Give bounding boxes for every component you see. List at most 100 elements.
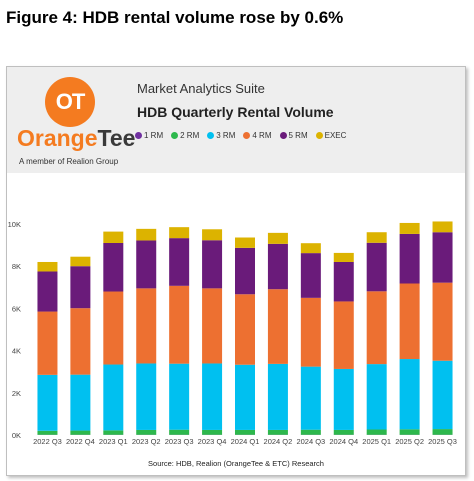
bar-segment-4-rm (267, 289, 288, 364)
legend-label: 4 RM (252, 131, 272, 140)
bar-segment-4-rm (300, 297, 321, 367)
bar-segment-2-rm (432, 429, 453, 435)
bar-segment-exec (267, 232, 288, 244)
bar-segment-5-rm (333, 261, 354, 302)
x-tick-label: 2023 Q3 (165, 437, 194, 446)
bar-segment-2-rm (37, 430, 58, 435)
bar-segment-2-rm (103, 430, 124, 435)
bar-segment-exec (235, 237, 255, 248)
legend-swatch-icon (279, 132, 287, 139)
logo-mark: OT (55, 89, 86, 114)
bar-segment-4-rm (136, 288, 157, 364)
bar-segment-3-rm (202, 363, 223, 430)
legend-item-4-rm[interactable]: 4 RM (243, 131, 272, 140)
bar-segment-3-rm (235, 364, 255, 430)
bar-segment-5-rm (366, 242, 387, 292)
legend-label: 5 RM (288, 131, 308, 140)
chart-source: Source: HDB, Realion (OrangeTee & ETC) R… (148, 459, 324, 468)
legend-label: 2 RM (180, 131, 200, 140)
report-panel: OT OrangeTee A member of Realion Group M… (6, 66, 466, 476)
bar-segment-3-rm (37, 374, 58, 431)
bar-segment-exec (37, 261, 58, 272)
legend-item-3-rm[interactable]: 3 RM (207, 131, 235, 140)
bar-segment-3-rm (103, 364, 124, 431)
bar-segment-exec (432, 221, 453, 233)
bar-segment-5-rm (235, 247, 255, 295)
bar-segment-4-rm (169, 285, 190, 364)
legend-swatch-icon (207, 132, 215, 139)
bar-segment-4-rm (202, 288, 223, 364)
bar-segment-4-rm (432, 282, 453, 361)
bar-segment-3-rm (366, 364, 387, 430)
x-tick-label: 2024 Q4 (329, 437, 358, 446)
x-tick-label: 2022 Q4 (66, 437, 95, 446)
orangetee-logo-icon: OT (45, 77, 95, 127)
bar-segment-5-rm (267, 243, 288, 290)
bar-segment-exec (202, 229, 223, 241)
x-tick-label: 2024 Q3 (296, 437, 325, 446)
bar-segment-2-rm (169, 429, 190, 435)
bar-segment-3-rm (333, 368, 354, 430)
bar-segment-5-rm (432, 232, 453, 283)
legend-swatch-icon (135, 132, 142, 139)
bar-segment-2-rm (300, 429, 321, 435)
brand-prefix: Orange (17, 125, 98, 151)
bar-segment-exec (70, 256, 91, 267)
bar-segment-3-rm (267, 363, 288, 430)
bar-segment-3-rm (300, 366, 321, 430)
bar-segment-4-rm (37, 311, 58, 375)
legend-item-1-rm[interactable]: 1 RM (135, 131, 163, 140)
bar-segment-4-rm (103, 291, 124, 365)
bar-segment-2-rm (267, 429, 288, 435)
suite-name: Market Analytics Suite (137, 81, 265, 96)
x-tick-label: 2022 Q3 (33, 437, 62, 446)
legend-item-exec[interactable]: EXEC (315, 131, 346, 140)
bar-segment-4-rm (399, 283, 420, 360)
chart-legend: 1 RM 2 RM 3 RM 4 RM 5 RM EXEC (135, 131, 346, 140)
bar-segment-3-rm (399, 359, 420, 430)
chart-title: HDB Quarterly Rental Volume (137, 104, 334, 120)
bar-segment-5-rm (300, 253, 321, 298)
bar-segment-exec (366, 232, 387, 243)
bar-segment-5-rm (399, 233, 420, 284)
y-tick-label: 4K (12, 347, 21, 356)
bar-segment-4-rm (235, 294, 255, 365)
y-tick-label: 6K (12, 304, 21, 313)
x-tick-label: 2024 Q1 (231, 437, 260, 446)
bar-segment-4-rm (70, 308, 91, 375)
bar-segment-2-rm (366, 429, 387, 435)
bar-segment-exec (300, 243, 321, 254)
bar-segment-exec (169, 227, 190, 239)
bar-segment-3-rm (432, 360, 453, 430)
x-tick-label: 2023 Q2 (132, 437, 161, 446)
bar-segment-exec (333, 252, 354, 262)
x-tick-label: 2023 Q4 (198, 437, 227, 446)
bar-segment-2-rm (399, 429, 420, 435)
legend-swatch-icon (171, 132, 179, 139)
legend-swatch-icon (315, 132, 323, 139)
figure-title: Figure 4: HDB rental volume rose by 0.6% (6, 8, 344, 27)
bar-segment-4-rm (333, 301, 354, 369)
bar-segment-exec (399, 222, 420, 234)
bar-segment-2-rm (136, 429, 157, 435)
bar-segment-2-rm (235, 429, 255, 435)
y-tick-label: 8K (12, 262, 21, 271)
bar-segment-3-rm (70, 374, 91, 431)
bar-segment-exec (103, 231, 124, 243)
bar-segment-5-rm (37, 271, 58, 312)
bar-segment-2-rm (70, 430, 91, 435)
bar-segment-3-rm (169, 363, 190, 430)
bar-segment-exec (136, 228, 157, 241)
x-tick-label: 2025 Q1 (362, 437, 391, 446)
legend-swatch-icon (243, 132, 251, 139)
bar-segment-2-rm (333, 429, 354, 435)
legend-item-5-rm[interactable]: 5 RM (279, 131, 308, 140)
y-tick-label: 2K (12, 389, 21, 398)
bar-segment-5-rm (70, 266, 91, 309)
legend-item-2-rm[interactable]: 2 RM (171, 131, 199, 140)
brand-suffix: Tee (97, 125, 136, 151)
bar-segment-3-rm (136, 363, 157, 430)
bar-segment-5-rm (202, 240, 223, 289)
y-tick-label: 0K (12, 431, 21, 440)
x-tick-label: 2024 Q2 (264, 437, 293, 446)
